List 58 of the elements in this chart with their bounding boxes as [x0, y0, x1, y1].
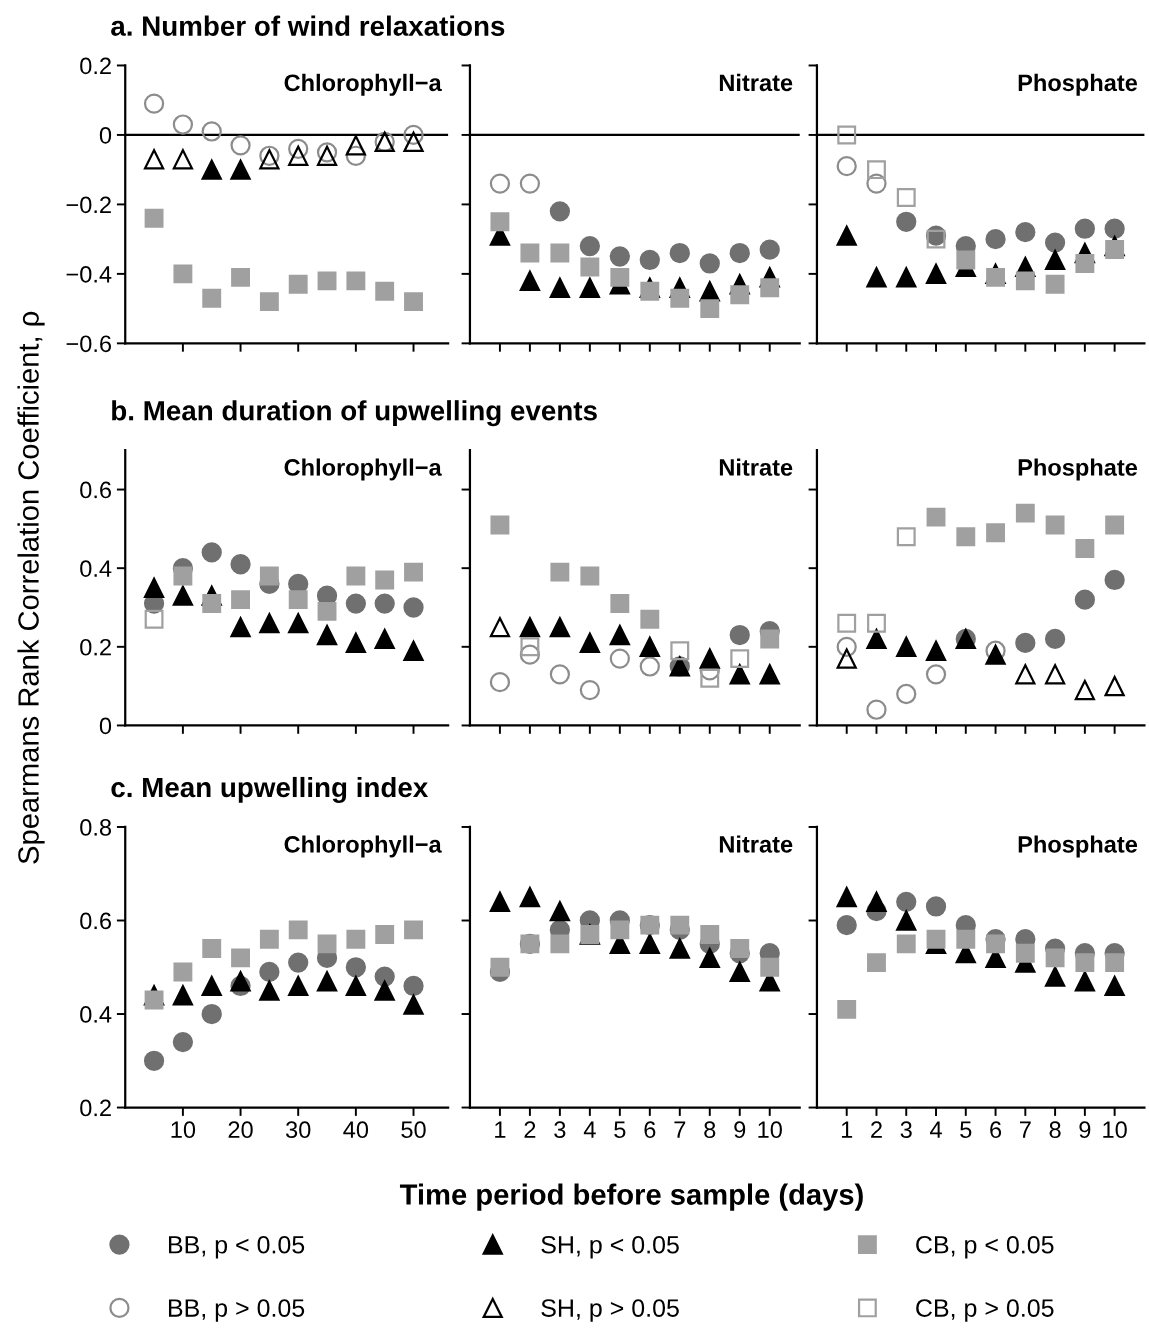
text: a. Number of wind relaxations: [111, 15, 505, 36]
x-tick-label: 50: [401, 1121, 426, 1139]
x-tick-label: 20: [228, 1121, 253, 1139]
text: c. Mean upwelling index: [111, 776, 429, 803]
y-tick-label: 0: [99, 127, 112, 144]
chart-title: Phosphate: [1018, 458, 1138, 481]
x-tick-label: 9: [1079, 1121, 1091, 1139]
y-tick-label: 0.6: [80, 481, 112, 499]
x-tick-label: 30: [285, 1121, 311, 1139]
legend-label: CB, p > 0.05: [916, 1299, 1054, 1322]
x-axis-title: Time period before sample (days): [399, 1183, 863, 1211]
x-tick-label: 4: [583, 1121, 596, 1138]
legend-label: SH, p > 0.05: [541, 1299, 679, 1322]
chart-title: Nitrate: [719, 835, 793, 853]
x-tick-label: 40: [343, 1121, 369, 1139]
x-tick-label: 5: [614, 1121, 626, 1139]
x-tick-label: 3: [900, 1121, 912, 1139]
chart-title: Chlorophyll−a: [284, 458, 442, 481]
y-tick-label: 0.4: [80, 560, 112, 577]
y-tick-label: 0.4: [80, 1006, 112, 1023]
legend-label: SH, p < 0.05: [541, 1235, 679, 1259]
x-tick-label: 4: [929, 1121, 942, 1138]
x-tick-label: 1: [495, 1121, 506, 1138]
y-tick-label: 0: [99, 717, 112, 735]
y-tick-label: 0.2: [80, 57, 111, 75]
x-tick-label: 1: [841, 1121, 853, 1138]
y-tick-label: 0.6: [80, 912, 112, 930]
legend-label: BB, p > 0.05: [168, 1299, 305, 1322]
y-tick-label: 0.8: [80, 819, 112, 836]
legend-label: CB, p < 0.05: [916, 1235, 1054, 1259]
chart-title: Nitrate: [719, 458, 793, 476]
legend-label: BB, p < 0.05: [168, 1235, 305, 1259]
x-tick-label: 10: [758, 1121, 782, 1139]
x-tick-label: 6: [990, 1121, 1002, 1139]
x-tick-label: 5: [960, 1121, 972, 1139]
chart-title: Chlorophyll−a: [284, 835, 442, 858]
y-tick-label: 0.2: [80, 638, 111, 656]
chart-title: Nitrate: [719, 73, 793, 92]
x-tick-label: 2: [524, 1121, 536, 1138]
y-tick-label: −0.6: [66, 335, 112, 353]
chart-title: Chlorophyll−a: [284, 73, 442, 96]
x-tick-label: 8: [1049, 1121, 1061, 1139]
x-tick-label: 8: [704, 1121, 716, 1139]
y-tick-label: 0.2: [80, 1099, 111, 1117]
chart-title: Phosphate: [1018, 835, 1138, 858]
x-tick-label: 10: [171, 1121, 196, 1139]
x-tick-label: 2: [871, 1121, 882, 1138]
y-tick-label: −0.2: [66, 196, 111, 214]
text: b. Mean duration of upwelling events: [112, 400, 597, 427]
x-tick-label: 7: [674, 1121, 686, 1138]
x-tick-label: 9: [734, 1121, 746, 1139]
x-tick-label: 3: [554, 1121, 566, 1139]
x-tick-label: 10: [1103, 1121, 1127, 1139]
y-tick-label: −0.4: [66, 265, 112, 283]
x-tick-label: 7: [1019, 1121, 1031, 1138]
y-axis-title: Spearmans Rank Correlation Coefficient, ρ: [17, 311, 45, 864]
x-tick-label: 6: [644, 1121, 656, 1139]
chart-title: Phosphate: [1018, 73, 1138, 96]
